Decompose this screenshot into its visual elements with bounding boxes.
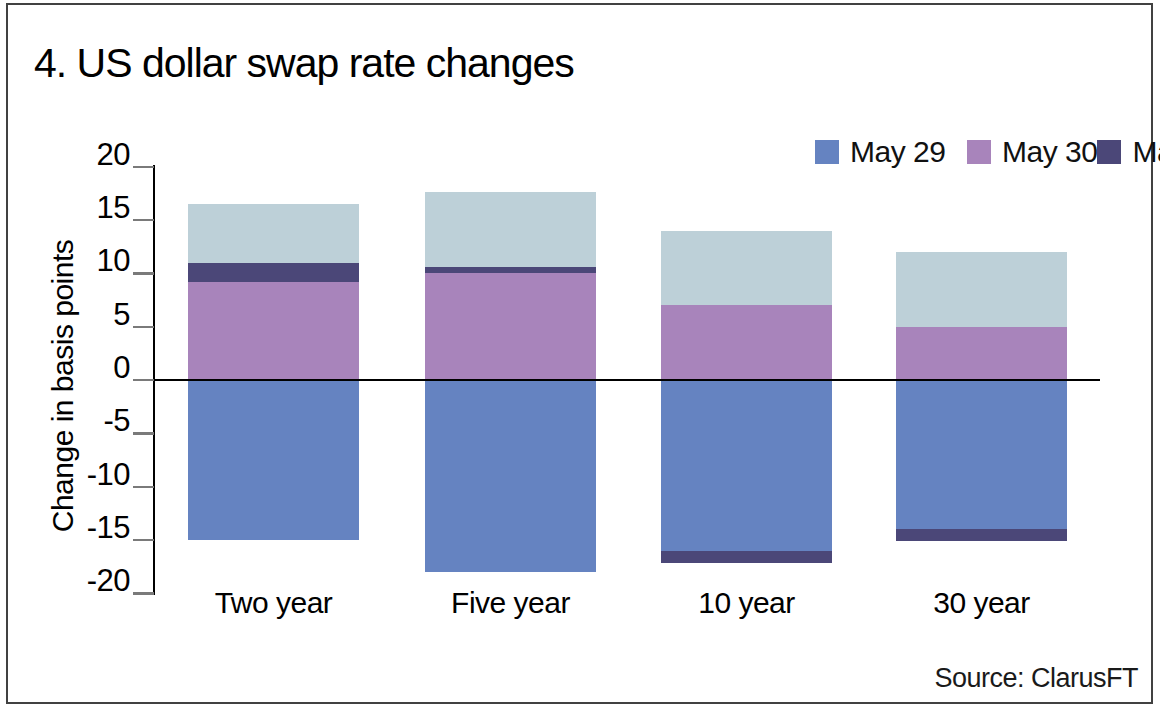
legend-label-may-29: May 29 xyxy=(850,135,945,169)
chart-title: 4. US dollar swap rate changes xyxy=(34,40,574,87)
bar-segment xyxy=(188,282,359,380)
y-tick-mark xyxy=(133,219,154,221)
y-tick-label: 10 xyxy=(58,246,130,276)
legend-swatch-may-30 xyxy=(967,140,991,164)
bar-segment xyxy=(188,263,359,282)
bar-segment xyxy=(896,252,1067,327)
bar-segment xyxy=(425,267,596,273)
y-tick-mark xyxy=(133,379,154,381)
y-tick-mark xyxy=(133,486,154,488)
bar-segment xyxy=(896,380,1067,529)
legend: May 29 May 30 May 31 Jun 1 xyxy=(815,129,1160,174)
x-category-label: Two year xyxy=(188,586,359,620)
bar-segment xyxy=(425,273,596,380)
legend-label-may-30: May 30 xyxy=(1002,135,1097,169)
bar-segment xyxy=(188,204,359,263)
y-tick-mark xyxy=(133,432,154,434)
source-note: Source: ClarusFT xyxy=(934,663,1138,694)
legend-item-may-29: May 29 xyxy=(815,135,967,169)
y-tick-mark xyxy=(133,326,154,328)
bar-segment xyxy=(661,380,832,551)
y-tick-mark xyxy=(133,539,154,541)
y-tick-label: -15 xyxy=(58,513,130,543)
bar-segment xyxy=(661,231,832,306)
bar-segment xyxy=(896,529,1067,541)
y-tick-label: 20 xyxy=(58,140,130,170)
bar-segment xyxy=(188,380,359,540)
x-category-label: 30 year xyxy=(896,586,1067,620)
y-tick-label: 15 xyxy=(58,193,130,223)
legend-item-may-30: May 30 xyxy=(967,135,1097,169)
legend-swatch-may-29 xyxy=(815,140,839,164)
legend-item-may-31: May 31 xyxy=(1097,135,1160,169)
legend-swatch-may-31 xyxy=(1097,140,1121,164)
legend-label-may-31: May 31 xyxy=(1132,135,1160,169)
chart-figure: 4. US dollar swap rate changes Change in… xyxy=(0,0,1160,716)
x-category-label: Five year xyxy=(425,586,596,620)
y-tick-label: -5 xyxy=(58,406,130,436)
y-tick-mark xyxy=(133,166,154,168)
y-tick-label: -20 xyxy=(58,566,130,596)
bar-segment xyxy=(661,551,832,564)
y-tick-label: 0 xyxy=(58,353,130,383)
y-tick-mark xyxy=(133,272,154,274)
x-category-label: 10 year xyxy=(661,586,832,620)
y-tick-label: -10 xyxy=(58,460,130,490)
bar-segment xyxy=(425,192,596,267)
y-tick-label: 5 xyxy=(58,300,130,330)
zero-baseline xyxy=(154,379,1100,381)
bar-segment xyxy=(425,380,596,572)
bar-segment xyxy=(661,305,832,380)
bar-segment xyxy=(896,327,1067,380)
y-tick-mark xyxy=(133,592,154,594)
